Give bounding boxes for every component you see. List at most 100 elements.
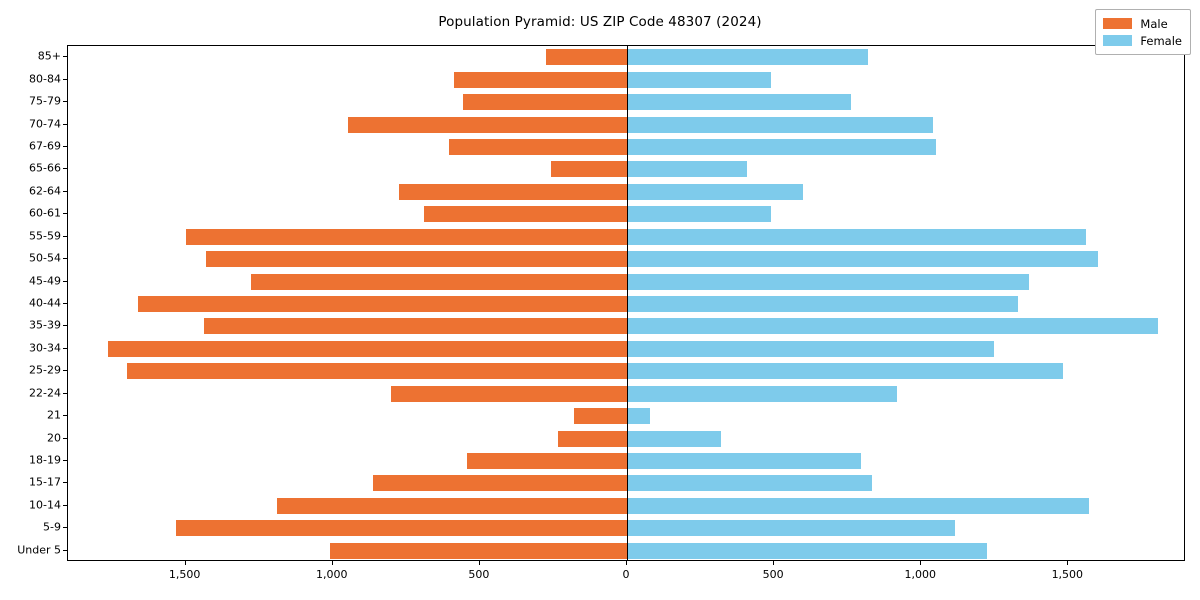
- y-axis-tick-mark: [63, 325, 67, 327]
- bar-row: [68, 542, 1184, 559]
- y-axis-tick-mark: [63, 482, 67, 484]
- bar-female[interactable]: [627, 71, 771, 88]
- bar-female[interactable]: [627, 296, 1019, 312]
- bar-male[interactable]: [391, 385, 627, 402]
- bar-female[interactable]: [627, 251, 1098, 268]
- bar-row: [68, 273, 1184, 290]
- bar-row: [68, 475, 1184, 492]
- legend-swatch-icon: [1103, 18, 1133, 29]
- chart-title: Population Pyramid: US ZIP Code 48307 (2…: [438, 14, 762, 30]
- bar-male[interactable]: [185, 228, 627, 245]
- bar-female[interactable]: [627, 49, 868, 66]
- bar-male[interactable]: [574, 408, 627, 425]
- y-axis-tick-mark: [63, 370, 67, 372]
- bar-male[interactable]: [545, 49, 627, 66]
- x-axis-tick-label: 1,000: [904, 568, 936, 581]
- y-axis-tick-label: 22-24: [29, 386, 61, 400]
- bar-male[interactable]: [551, 161, 627, 178]
- bar-male[interactable]: [203, 318, 627, 335]
- bar-female[interactable]: [627, 273, 1029, 290]
- y-axis-tick-label: 70-74: [29, 117, 61, 131]
- bar-male[interactable]: [423, 206, 627, 223]
- y-axis-tick-label: 35-39: [29, 318, 61, 332]
- bar-female[interactable]: [627, 453, 862, 470]
- bar-row: [68, 183, 1184, 200]
- y-axis-tick-mark: [63, 78, 67, 80]
- bar-male[interactable]: [373, 475, 627, 492]
- bar-female[interactable]: [627, 497, 1089, 514]
- y-axis-tick-label: 75-79: [29, 94, 61, 108]
- plot-area: [67, 45, 1185, 561]
- bar-female[interactable]: [627, 363, 1064, 380]
- bar-female[interactable]: [627, 228, 1086, 245]
- bar-male[interactable]: [454, 71, 627, 88]
- y-axis-tick-mark: [63, 415, 67, 417]
- bar-female[interactable]: [627, 206, 772, 223]
- bar-row: [68, 71, 1184, 88]
- bar-female[interactable]: [627, 94, 852, 111]
- bar-male[interactable]: [126, 363, 627, 380]
- bar-row: [68, 385, 1184, 402]
- bar-row: [68, 340, 1184, 357]
- bar-female[interactable]: [627, 475, 873, 492]
- bar-row: [68, 520, 1184, 537]
- bar-male[interactable]: [329, 542, 627, 559]
- bar-male[interactable]: [463, 94, 627, 111]
- x-axis-tick-mark: [478, 561, 480, 565]
- bar-female[interactable]: [627, 340, 995, 357]
- x-axis-tick-label: 500: [468, 568, 490, 581]
- bar-row: [68, 228, 1184, 245]
- bar-female[interactable]: [627, 318, 1159, 335]
- y-axis-tick-label: 40-44: [29, 296, 61, 310]
- bar-female[interactable]: [627, 520, 956, 537]
- y-axis-tick-label: 21: [47, 408, 61, 422]
- bar-row: [68, 94, 1184, 111]
- bar-female[interactable]: [627, 385, 898, 402]
- bar-male[interactable]: [347, 116, 627, 133]
- bar-male[interactable]: [466, 453, 627, 470]
- bar-female[interactable]: [627, 161, 748, 178]
- bar-female[interactable]: [627, 408, 650, 425]
- y-axis-tick-mark: [63, 123, 67, 125]
- bar-male[interactable]: [176, 520, 627, 537]
- y-axis-tick-label: 5-9: [43, 520, 61, 534]
- bar-female[interactable]: [627, 430, 722, 447]
- x-axis-tick-label: 1,500: [168, 568, 201, 581]
- legend-item[interactable]: Female: [1103, 32, 1182, 49]
- y-axis-tick-label: 80-84: [29, 72, 61, 86]
- bar-male[interactable]: [398, 183, 627, 200]
- bar-row: [68, 296, 1184, 312]
- y-axis-tick-mark: [63, 168, 67, 170]
- y-axis-tick-label: 55-59: [29, 229, 61, 243]
- bar-row: [68, 49, 1184, 66]
- bar-female[interactable]: [627, 116, 933, 133]
- bar-male[interactable]: [108, 340, 627, 357]
- y-axis-tick-mark: [63, 101, 67, 103]
- y-axis-tick-label: 10-14: [29, 498, 61, 512]
- y-axis-tick-mark: [63, 235, 67, 237]
- x-axis-tick-label: 0: [622, 568, 630, 581]
- bars-layer: [68, 46, 1184, 560]
- y-axis-tick-mark: [63, 303, 67, 304]
- y-axis-tick-mark: [63, 56, 67, 58]
- bar-male[interactable]: [205, 251, 627, 268]
- bar-row: [68, 161, 1184, 178]
- y-axis-tick-mark: [63, 392, 67, 394]
- bar-female[interactable]: [627, 138, 936, 155]
- bar-male[interactable]: [557, 430, 627, 447]
- x-axis-tick-mark: [920, 561, 922, 565]
- bar-male[interactable]: [138, 296, 627, 312]
- y-axis-tick-mark: [63, 347, 67, 349]
- y-axis-tick-label: 25-29: [29, 363, 61, 377]
- x-axis-tick-label: 500: [762, 568, 784, 581]
- y-axis-tick-mark: [63, 504, 67, 506]
- bar-row: [68, 430, 1184, 447]
- bar-male[interactable]: [276, 497, 627, 514]
- legend-item[interactable]: Male: [1103, 15, 1182, 32]
- x-axis-tick-mark: [184, 561, 186, 565]
- bar-female[interactable]: [627, 542, 987, 559]
- bar-male[interactable]: [251, 273, 627, 290]
- bar-row: [68, 408, 1184, 425]
- bar-female[interactable]: [627, 183, 803, 200]
- bar-male[interactable]: [449, 138, 627, 155]
